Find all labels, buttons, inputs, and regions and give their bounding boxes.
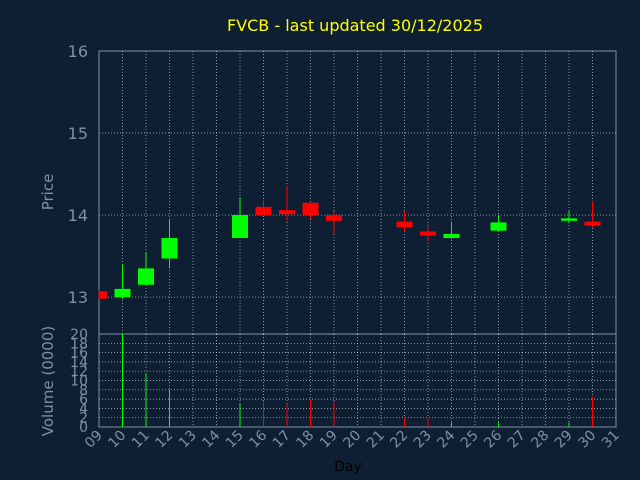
day-tick-label: 31 [599,428,623,452]
day-tick-label: 18 [293,428,317,452]
candle-body-up [161,238,178,259]
price-tick-label: 16 [68,42,88,61]
candle-body-down [255,206,272,216]
candle-body-down [326,215,342,221]
candle-body-up [561,218,577,221]
candle-body-down [396,221,413,228]
day-tick-label: 25 [458,428,482,452]
volume-tick-label: 2 [79,411,88,427]
day-tick-label: 20 [340,428,364,452]
price-panel: 13 14 15 16 [68,42,617,335]
candle-body-down [279,210,295,215]
volume-axis-label: Volume (0000) [39,326,57,436]
volume-tick-label: 12 [70,364,88,380]
price-tick-labels: 13 14 15 16 [68,42,88,307]
price-tick-label: 14 [68,206,88,225]
day-tick-label: 29 [552,428,576,452]
price-grid [99,51,616,334]
day-tick-label: 11 [129,428,153,452]
day-tick-label: 15 [223,428,247,452]
candle-body-down [584,221,601,226]
candles [98,185,601,299]
day-tick-label: 21 [364,428,388,452]
day-tick-label: 27 [505,428,529,452]
volume-tick-label: 4 [79,401,88,417]
price-tick-label: 15 [68,124,88,143]
volume-tick-label: 10 [70,374,88,390]
volume-grid [99,334,616,427]
day-tick-label: 19 [317,428,341,452]
day-tick-label: 17 [270,428,294,452]
volume-tick-label: 16 [70,346,88,362]
candle-body-up [138,268,154,285]
x-axis-label: Day [334,459,362,475]
day-tick-label: 23 [411,428,435,452]
day-tick-label: 16 [246,427,270,451]
volume-tick-label: 14 [70,355,88,371]
volume-tick-label: 0 [79,420,88,436]
day-tick-label: 14 [199,427,223,451]
price-axis-label: Price [39,174,57,211]
volume-tick-label: 18 [70,336,88,352]
day-tick-label: 12 [152,428,176,452]
day-tick-label: 28 [528,428,552,452]
volume-tick-label: 8 [79,383,88,399]
candle-body-up [443,233,460,239]
day-tick-label: 13 [176,428,200,452]
volume-tick-label: 6 [79,392,88,408]
candle-body-up [490,222,507,231]
day-tick-label: 26 [481,427,505,451]
day-tick-label: 10 [105,428,129,452]
candle-body-down [99,291,107,299]
candle-body-down [302,202,319,216]
price-tick-label: 13 [68,288,88,307]
chart-title: FVCB - last updated 30/12/2025 [227,16,483,35]
day-tick-label: 30 [575,428,599,452]
day-tick-label: 24 [434,427,458,451]
volume-tick-label: 20 [70,327,88,343]
candle-body-down [420,231,436,236]
candle-body-up [114,288,131,298]
candle-body-up [232,215,248,239]
day-tick-labels: 09 10 11 12 13 14 15 16 17 18 19 20 21 22 23 24 25 26 27 28… [82,427,623,451]
volume-bars [122,334,593,427]
day-tick-label: 22 [387,428,411,452]
